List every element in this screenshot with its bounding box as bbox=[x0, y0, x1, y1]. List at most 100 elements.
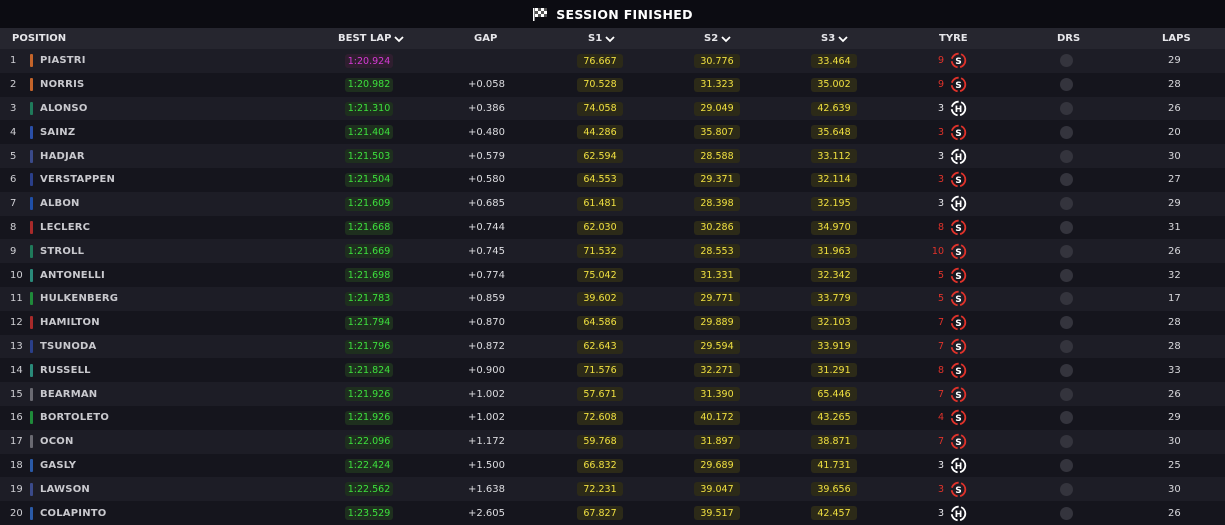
chevron-down-icon bbox=[838, 35, 848, 42]
hard-tyre-icon: H bbox=[950, 144, 970, 168]
laps-completed: 28 bbox=[1168, 340, 1181, 352]
tyre-age: 5 bbox=[937, 293, 944, 305]
driver-name: BORTOLETO bbox=[40, 412, 110, 424]
driver-name: COLAPINTO bbox=[40, 507, 107, 519]
tyre-compound-letter: H bbox=[955, 510, 963, 520]
table-row[interactable]: 20 COLAPINTO 1:23.529 +2.605 67.827 39.5… bbox=[0, 501, 1225, 525]
driver-name: SAINZ bbox=[40, 126, 76, 138]
column-header-tyre[interactable]: TYRE bbox=[939, 33, 968, 44]
best-lap-time: 1:21.926 bbox=[345, 387, 393, 402]
soft-tyre-icon: S bbox=[950, 120, 970, 144]
column-header-s2[interactable]: S2 bbox=[704, 28, 731, 49]
gap-to-leader: +1.500 bbox=[468, 459, 506, 471]
driver-name: VERSTAPPEN bbox=[40, 174, 116, 186]
table-row[interactable]: 4 SAINZ 1:21.404 +0.480 44.286 35.807 35… bbox=[0, 120, 1225, 145]
team-color-bar bbox=[30, 430, 33, 454]
table-row[interactable]: 8 LECLERC 1:21.668 +0.744 62.030 30.286 … bbox=[0, 215, 1225, 240]
drs-indicator bbox=[1060, 97, 1076, 121]
best-lap-time: 1:21.698 bbox=[345, 268, 393, 283]
table-row[interactable]: 9 STROLL 1:21.669 +0.745 71.532 28.553 3… bbox=[0, 239, 1225, 264]
gap-to-leader: +1.638 bbox=[468, 483, 506, 495]
table-row[interactable]: 3 ALONSO 1:21.310 +0.386 74.058 29.049 4… bbox=[0, 96, 1225, 121]
tyre-compound-letter: S bbox=[955, 414, 961, 424]
table-row[interactable]: 13 TSUNODA 1:21.796 +0.872 62.643 29.594… bbox=[0, 334, 1225, 359]
column-header-best-lap[interactable]: BEST LAP bbox=[338, 28, 405, 49]
table-row[interactable]: 17 OCON 1:22.096 +1.172 59.768 31.897 38… bbox=[0, 429, 1225, 454]
sector-2-time: 29.371 bbox=[694, 172, 740, 187]
sector-1-time: 62.030 bbox=[577, 220, 623, 235]
table-row[interactable]: 6 VERSTAPPEN 1:21.504 +0.580 64.553 29.3… bbox=[0, 167, 1225, 192]
table-row[interactable]: 10 ANTONELLI 1:21.698 +0.774 75.042 31.3… bbox=[0, 263, 1225, 287]
table-row[interactable]: 19 LAWSON 1:22.562 +1.638 72.231 39.047 … bbox=[0, 477, 1225, 502]
drs-indicator bbox=[1060, 335, 1076, 359]
team-color-bar bbox=[30, 501, 33, 525]
column-header-s3[interactable]: S3 bbox=[821, 28, 848, 49]
drs-indicator bbox=[1060, 477, 1076, 501]
drs-indicator bbox=[1060, 239, 1076, 263]
sector-2-time: 40.172 bbox=[694, 410, 740, 425]
soft-tyre-icon: S bbox=[950, 311, 970, 335]
soft-tyre-icon: S bbox=[950, 239, 970, 263]
position-number: 2 bbox=[10, 79, 17, 91]
drs-indicator bbox=[1060, 120, 1076, 144]
table-row[interactable]: 18 GASLY 1:22.424 +1.500 66.832 29.689 4… bbox=[0, 453, 1225, 478]
sector-3-time: 42.457 bbox=[811, 506, 857, 521]
table-row[interactable]: 7 ALBON 1:21.609 +0.685 61.481 28.398 32… bbox=[0, 191, 1225, 216]
best-lap-time: 1:23.529 bbox=[345, 506, 393, 521]
sector-2-time: 39.517 bbox=[694, 506, 740, 521]
column-header-s1[interactable]: S1 bbox=[588, 28, 615, 49]
laps-completed: 29 bbox=[1168, 55, 1181, 67]
drs-indicator bbox=[1060, 144, 1076, 168]
tyre-age: 7 bbox=[937, 317, 944, 329]
best-lap-time: 1:21.310 bbox=[345, 101, 393, 116]
sector-3-time: 32.103 bbox=[811, 315, 857, 330]
table-row[interactable]: 14 RUSSELL 1:21.824 +0.900 71.576 32.271… bbox=[0, 358, 1225, 383]
column-header-gap[interactable]: GAP bbox=[474, 33, 498, 44]
table-row[interactable]: 11 HULKENBERG 1:21.783 +0.859 39.602 29.… bbox=[0, 286, 1225, 311]
tyre-compound-letter: S bbox=[955, 81, 961, 91]
sector-2-time: 31.390 bbox=[694, 387, 740, 402]
tyre-compound-letter: S bbox=[955, 248, 961, 258]
team-color-bar bbox=[30, 192, 33, 216]
position-number: 10 bbox=[10, 269, 23, 281]
column-header-position[interactable]: POSITION bbox=[12, 33, 67, 44]
table-row[interactable]: 12 HAMILTON 1:21.794 +0.870 64.586 29.88… bbox=[0, 310, 1225, 335]
table-row[interactable]: 1 PIASTRI 1:20.924 76.667 30.776 33.464 … bbox=[0, 49, 1225, 73]
drs-indicator bbox=[1060, 49, 1076, 73]
tyre-age: 10 bbox=[931, 245, 944, 257]
column-header-laps[interactable]: LAPS bbox=[1162, 33, 1191, 44]
team-color-bar bbox=[30, 477, 33, 501]
drs-indicator bbox=[1060, 454, 1076, 478]
timing-table-body: 1 PIASTRI 1:20.924 76.667 30.776 33.464 … bbox=[0, 49, 1225, 525]
gap-to-leader: +0.480 bbox=[468, 126, 506, 138]
sector-3-time: 33.464 bbox=[811, 54, 857, 68]
team-color-bar bbox=[30, 406, 33, 430]
sector-3-time: 35.648 bbox=[811, 125, 857, 140]
sector-1-time: 71.532 bbox=[577, 244, 623, 259]
tyre-compound-letter: H bbox=[955, 200, 963, 210]
table-row[interactable]: 15 BEARMAN 1:21.926 +1.002 57.671 31.390… bbox=[0, 382, 1225, 406]
drs-indicator bbox=[1060, 382, 1076, 406]
table-row[interactable]: 2 NORRIS 1:20.982 +0.058 70.528 31.323 3… bbox=[0, 72, 1225, 97]
position-number: 3 bbox=[10, 102, 17, 114]
team-color-bar bbox=[30, 454, 33, 478]
table-row[interactable]: 5 HADJAR 1:21.503 +0.579 62.594 28.588 3… bbox=[0, 144, 1225, 168]
sector-3-time: 31.291 bbox=[811, 363, 857, 378]
laps-completed: 32 bbox=[1168, 269, 1181, 281]
chequered-flag-icon bbox=[533, 8, 548, 21]
driver-name: HULKENBERG bbox=[40, 293, 119, 305]
driver-name: BEARMAN bbox=[40, 388, 98, 400]
driver-name: TSUNODA bbox=[40, 340, 97, 352]
team-color-bar bbox=[30, 382, 33, 406]
column-header-drs[interactable]: DRS bbox=[1057, 33, 1081, 44]
laps-completed: 20 bbox=[1168, 126, 1181, 138]
table-row[interactable]: 16 BORTOLETO 1:21.926 +1.002 72.608 40.1… bbox=[0, 405, 1225, 430]
sector-2-time: 30.776 bbox=[694, 54, 740, 68]
tyre-compound-letter: S bbox=[955, 295, 961, 305]
sector-1-time: 75.042 bbox=[577, 268, 623, 283]
drs-indicator bbox=[1060, 406, 1076, 430]
sector-3-time: 33.919 bbox=[811, 339, 857, 354]
sector-3-time: 32.114 bbox=[811, 172, 857, 187]
position-number: 11 bbox=[10, 293, 23, 305]
laps-completed: 30 bbox=[1168, 483, 1181, 495]
